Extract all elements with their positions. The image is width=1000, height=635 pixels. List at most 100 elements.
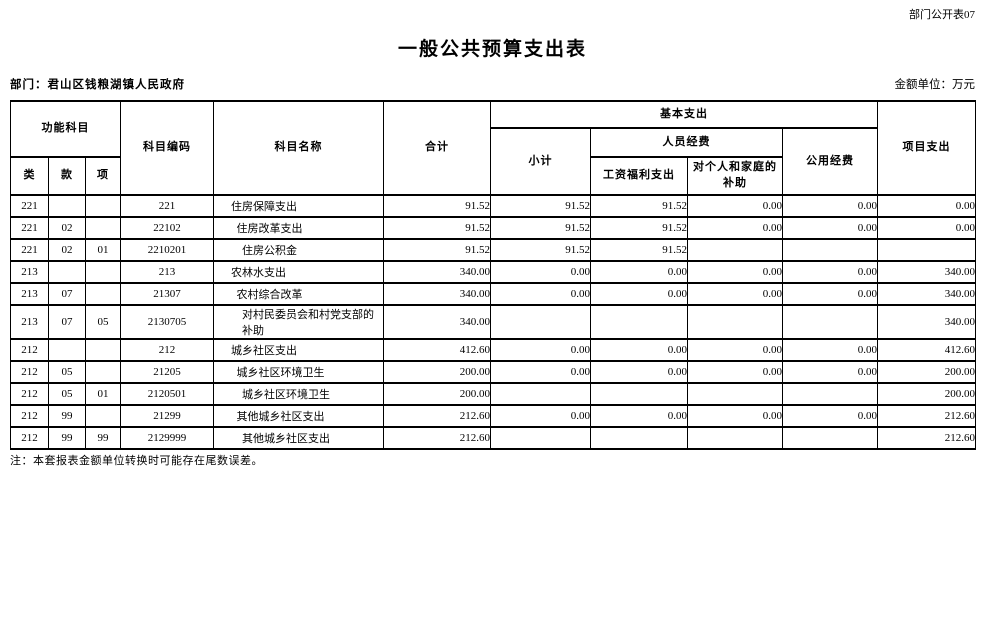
cell-family — [687, 304, 784, 340]
cell-family — [687, 382, 784, 406]
header-basic-expenditure: 基本支出 — [490, 100, 879, 129]
cell-name: 其他城乡社区支出 — [213, 426, 385, 450]
cell-xiang: 01 — [84, 238, 122, 262]
cell-code: 2120501 — [120, 382, 215, 406]
cell-kuan — [48, 260, 86, 284]
cell-project: 200.00 — [877, 360, 977, 384]
cell-total: 212.60 — [383, 426, 492, 450]
cell-lei: 221 — [10, 194, 49, 218]
cell-project: 340.00 — [877, 260, 977, 284]
cell-xiang — [84, 282, 122, 306]
cell-kuan: 07 — [48, 304, 86, 340]
cell-lei: 213 — [10, 304, 49, 340]
doc-code: 部门公开表07 — [909, 9, 975, 21]
department-label: 部门：君山区钱粮湖镇人民政府 — [10, 79, 185, 91]
cell-subtotal: 0.00 — [490, 260, 592, 284]
cell-public: 0.00 — [782, 194, 879, 218]
table-row: 213 07 05 2130705 对村民委员会和村党支部的补助 340.00 340.00 — [10, 304, 977, 340]
cell-total: 412.60 — [383, 338, 492, 362]
cell-code: 212 — [120, 338, 215, 362]
cell-name: 其他城乡社区支出 — [213, 404, 385, 428]
cell-kuan: 05 — [48, 360, 86, 384]
cell-total: 340.00 — [383, 304, 492, 340]
table-header: 功能科目 科目编码 科目名称 合计 基本支出 项目支出 小计 人员经费 公用经费… — [9, 100, 977, 196]
cell-public — [782, 238, 879, 262]
cell-salary: 91.52 — [590, 238, 689, 262]
cell-subtotal — [490, 382, 592, 406]
cell-kuan: 07 — [48, 282, 86, 306]
cell-salary: 0.00 — [590, 404, 689, 428]
cell-code: 2130705 — [120, 304, 215, 340]
cell-salary: 0.00 — [590, 338, 689, 362]
cell-total: 340.00 — [383, 282, 492, 306]
cell-family: 0.00 — [687, 260, 784, 284]
cell-subtotal: 0.00 — [490, 404, 592, 428]
cell-total: 200.00 — [383, 382, 492, 406]
cell-name: 住房公积金 — [213, 238, 385, 262]
cell-project: 340.00 — [877, 304, 977, 340]
table-row: 213 07 21307 农村综合改革 340.00 0.00 0.00 0.00 0.00 34… — [10, 282, 977, 306]
cell-code: 21307 — [120, 282, 215, 306]
header-subtotal: 小计 — [490, 127, 592, 196]
cell-lei: 212 — [10, 426, 49, 450]
cell-lei: 212 — [10, 360, 49, 384]
header-xiang: 项 — [84, 156, 122, 196]
meta-row: 部门：君山区钱粮湖镇人民政府 金额单位：万元 — [10, 78, 975, 92]
cell-xiang — [84, 216, 122, 240]
header-subject-name: 科目名称 — [213, 100, 385, 196]
cell-public — [782, 382, 879, 406]
table-body: 221 221 住房保障支出 91.52 91.52 91.52 0.00 0.00 0.00 2… — [10, 194, 977, 450]
cell-family: 0.00 — [687, 282, 784, 306]
cell-family: 0.00 — [687, 404, 784, 428]
cell-total: 91.52 — [383, 194, 492, 218]
header-total: 合计 — [383, 100, 492, 196]
header-kuan: 款 — [48, 156, 86, 196]
cell-project: 212.60 — [877, 426, 977, 450]
cell-kuan: 99 — [48, 404, 86, 428]
cell-code: 21205 — [120, 360, 215, 384]
cell-kuan: 02 — [48, 216, 86, 240]
cell-family: 0.00 — [687, 216, 784, 240]
cell-name: 城乡社区支出 — [213, 338, 385, 362]
cell-lei: 221 — [10, 238, 49, 262]
cell-kuan: 02 — [48, 238, 86, 262]
cell-salary — [590, 382, 689, 406]
cell-name: 对村民委员会和村党支部的补助 — [213, 304, 385, 340]
cell-code: 21299 — [120, 404, 215, 428]
cell-family: 0.00 — [687, 338, 784, 362]
cell-subtotal: 0.00 — [490, 338, 592, 362]
cell-lei: 212 — [10, 382, 49, 406]
cell-xiang: 01 — [84, 382, 122, 406]
header-public-funds: 公用经费 — [782, 127, 879, 196]
table-row: 212 99 99 2129999 其他城乡社区支出 212.60 212.60 — [10, 426, 977, 450]
cell-project: 200.00 — [877, 382, 977, 406]
cell-subtotal: 0.00 — [490, 282, 592, 306]
cell-family — [687, 238, 784, 262]
cell-subtotal: 0.00 — [490, 360, 592, 384]
cell-public: 0.00 — [782, 404, 879, 428]
cell-code: 213 — [120, 260, 215, 284]
cell-project: 0.00 — [877, 216, 977, 240]
cell-family: 0.00 — [687, 194, 784, 218]
table-row: 212 05 01 2120501 城乡社区环境卫生 200.00 200.00 — [10, 382, 977, 406]
cell-salary: 91.52 — [590, 216, 689, 240]
cell-public: 0.00 — [782, 260, 879, 284]
cell-salary: 0.00 — [590, 360, 689, 384]
cell-subtotal: 91.52 — [490, 194, 592, 218]
header-individual-family-subsidy: 对个人和家庭的补助 — [687, 156, 784, 196]
cell-public: 0.00 — [782, 338, 879, 362]
cell-lei: 213 — [10, 282, 49, 306]
cell-kuan: 05 — [48, 382, 86, 406]
cell-project: 212.60 — [877, 404, 977, 428]
cell-name: 农村综合改革 — [213, 282, 385, 306]
cell-kuan — [48, 338, 86, 362]
cell-project: 340.00 — [877, 282, 977, 306]
cell-code: 22102 — [120, 216, 215, 240]
cell-family: 0.00 — [687, 360, 784, 384]
table-row: 212 99 21299 其他城乡社区支出 212.60 0.00 0.00 0.00 0.00… — [10, 404, 977, 428]
table-row: 213 213 农林水支出 340.00 0.00 0.00 0.00 0.00 340.00 — [10, 260, 977, 284]
cell-kuan — [48, 194, 86, 218]
cell-lei: 221 — [10, 216, 49, 240]
cell-xiang — [84, 260, 122, 284]
